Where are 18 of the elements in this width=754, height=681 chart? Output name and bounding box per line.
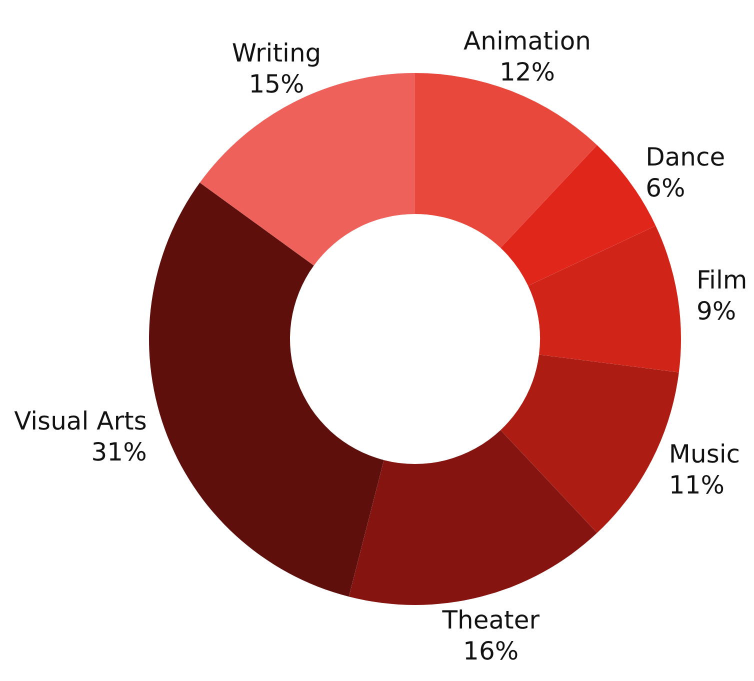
data-label: 11% — [668, 470, 725, 500]
donut-slice — [200, 73, 415, 266]
slice-label: Music — [668, 439, 740, 468]
slice-label: Dance — [646, 142, 726, 172]
data-label: 6% — [646, 173, 686, 202]
data-label: 12% — [499, 57, 556, 86]
donut-slice — [149, 182, 384, 597]
donut-slice — [528, 226, 681, 372]
data-label: 16% — [463, 636, 519, 666]
data-label: 15% — [248, 69, 304, 98]
slice-label: Writing — [232, 38, 322, 68]
slice-label: Visual Arts — [14, 406, 147, 436]
slice-label: Animation — [464, 26, 592, 56]
data-label: 9% — [696, 296, 736, 326]
slice-label: Film — [696, 265, 748, 294]
donut-slice — [348, 430, 598, 605]
data-label: 31% — [91, 438, 147, 467]
slice-label: Theater — [441, 605, 540, 634]
